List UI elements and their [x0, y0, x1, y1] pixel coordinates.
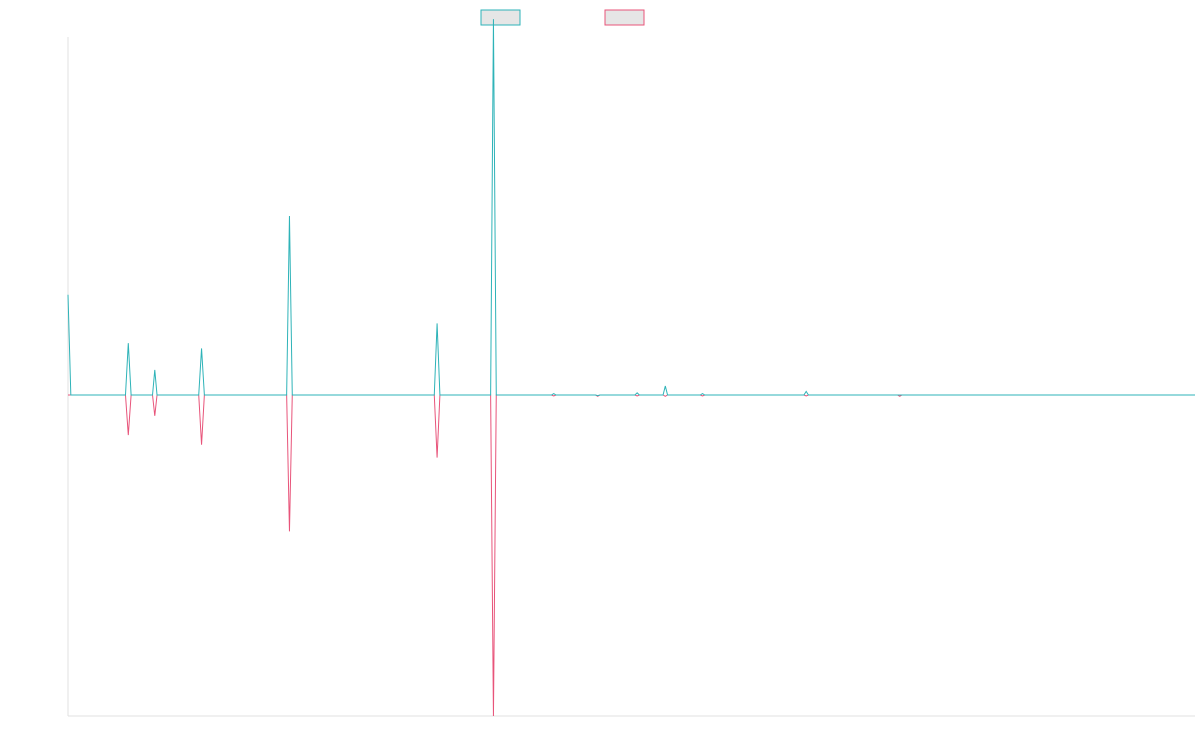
series-group	[67, 19, 1195, 717]
legend-swatch-1[interactable]	[480, 9, 521, 26]
series-line-1	[67, 19, 1195, 397]
series-line-2	[68, 394, 1195, 717]
legend[interactable]	[480, 9, 645, 26]
legend-swatch-2[interactable]	[604, 9, 645, 26]
